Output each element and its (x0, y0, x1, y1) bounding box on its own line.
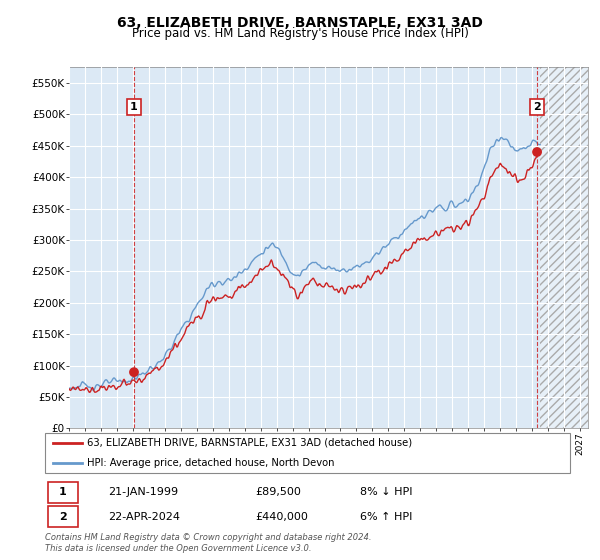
Text: 1: 1 (130, 102, 138, 112)
Text: £440,000: £440,000 (255, 512, 308, 521)
FancyBboxPatch shape (45, 433, 570, 473)
FancyBboxPatch shape (47, 506, 78, 527)
Text: 6% ↑ HPI: 6% ↑ HPI (360, 512, 412, 521)
Bar (540, 67, 588, 428)
Text: HPI: Average price, detached house, North Devon: HPI: Average price, detached house, Nort… (87, 458, 335, 468)
Text: 63, ELIZABETH DRIVE, BARNSTAPLE, EX31 3AD (detached house): 63, ELIZABETH DRIVE, BARNSTAPLE, EX31 3A… (87, 438, 412, 448)
Text: 21-JAN-1999: 21-JAN-1999 (108, 487, 178, 497)
Bar (540, 67, 588, 428)
Text: 1: 1 (59, 487, 67, 497)
Text: Price paid vs. HM Land Registry's House Price Index (HPI): Price paid vs. HM Land Registry's House … (131, 27, 469, 40)
Point (129, 368, 139, 377)
Text: Contains HM Land Registry data © Crown copyright and database right 2024.
This d: Contains HM Land Registry data © Crown c… (45, 533, 371, 553)
Text: 2: 2 (59, 512, 67, 521)
Text: £89,500: £89,500 (255, 487, 301, 497)
Text: 63, ELIZABETH DRIVE, BARNSTAPLE, EX31 3AD: 63, ELIZABETH DRIVE, BARNSTAPLE, EX31 3A… (117, 16, 483, 30)
Bar (540, 67, 588, 428)
FancyBboxPatch shape (47, 482, 78, 503)
Text: 2: 2 (533, 102, 541, 112)
Text: 8% ↓ HPI: 8% ↓ HPI (360, 487, 413, 497)
Text: 22-APR-2024: 22-APR-2024 (108, 512, 180, 521)
Point (532, 147, 542, 156)
